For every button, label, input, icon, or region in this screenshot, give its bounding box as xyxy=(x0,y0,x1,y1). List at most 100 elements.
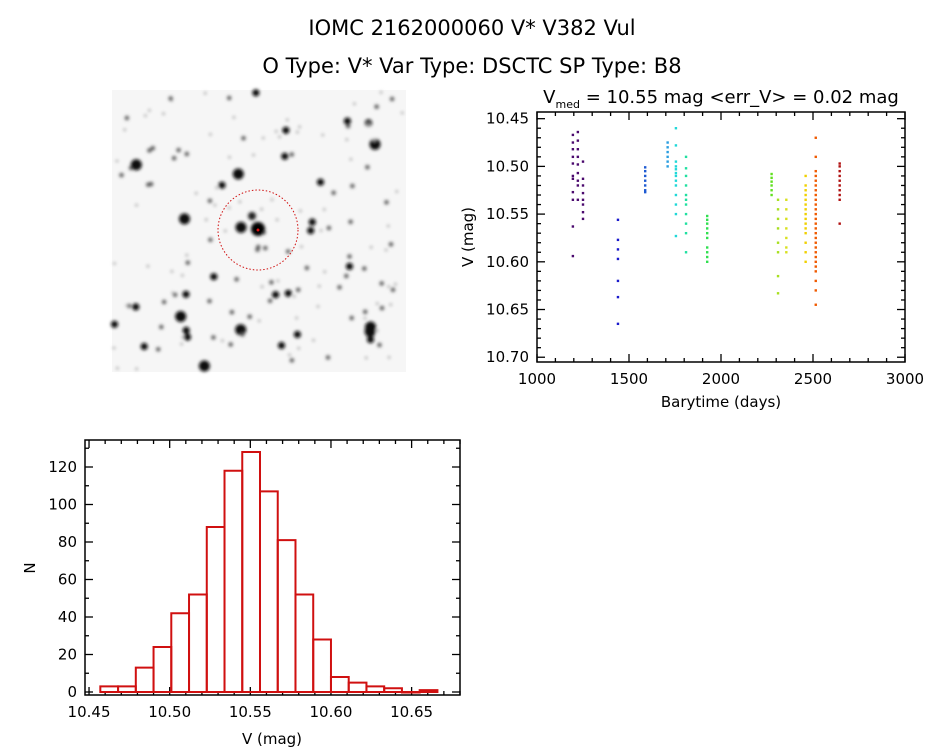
data-point xyxy=(571,177,575,180)
star xyxy=(161,299,167,305)
star xyxy=(159,324,164,330)
data-point xyxy=(776,227,780,230)
data-point xyxy=(814,241,817,244)
star xyxy=(375,302,379,305)
data-point xyxy=(804,174,807,178)
star xyxy=(365,165,370,170)
figure-subtitle: O Type: V* Var Type: DSCTC SP Type: B8 xyxy=(262,54,682,78)
data-point xyxy=(814,208,817,211)
star xyxy=(319,229,323,232)
data-point xyxy=(674,179,678,182)
star xyxy=(223,229,227,233)
star xyxy=(180,342,184,346)
star xyxy=(326,225,332,231)
data-point xyxy=(616,248,620,251)
star xyxy=(261,136,265,140)
star xyxy=(331,190,336,195)
star xyxy=(170,270,174,273)
data-point xyxy=(838,165,841,168)
star xyxy=(215,186,219,190)
star xyxy=(389,96,395,102)
data-point xyxy=(776,241,780,244)
star xyxy=(269,280,274,285)
star xyxy=(285,118,289,122)
data-point xyxy=(804,227,807,230)
histogram-bar xyxy=(152,646,173,693)
data-point xyxy=(814,184,817,187)
data-point xyxy=(643,184,647,187)
star xyxy=(400,111,404,115)
star xyxy=(297,346,301,350)
data-point xyxy=(814,251,817,254)
star xyxy=(363,309,368,314)
star xyxy=(316,178,325,186)
histogram-bar xyxy=(223,469,244,693)
star xyxy=(278,135,281,139)
star xyxy=(270,198,274,202)
star xyxy=(312,338,315,342)
star xyxy=(132,303,140,311)
data-point xyxy=(666,165,669,168)
data-point xyxy=(785,208,788,211)
y-tick-label: 60 xyxy=(58,571,77,589)
star xyxy=(171,156,177,161)
data-point xyxy=(814,174,817,178)
data-point xyxy=(814,222,817,225)
star xyxy=(207,198,213,203)
star xyxy=(140,342,148,351)
data-point xyxy=(776,251,780,254)
histogram-xlabel: V (mag) xyxy=(242,730,302,747)
star xyxy=(274,130,278,133)
y-tick-label: 40 xyxy=(58,608,77,626)
data-point xyxy=(814,270,817,273)
data-point xyxy=(576,171,580,175)
data-point xyxy=(581,184,585,187)
data-point xyxy=(770,180,773,183)
star xyxy=(146,264,150,268)
data-point xyxy=(776,292,780,295)
figure-title: IOMC 2162000060 V* V382 Vul xyxy=(308,16,636,40)
target-circle xyxy=(217,189,299,271)
data-point xyxy=(684,167,688,170)
star xyxy=(379,91,383,94)
star xyxy=(300,245,303,249)
data-point xyxy=(814,279,817,283)
star xyxy=(272,291,280,299)
star xyxy=(277,341,286,350)
star xyxy=(345,262,354,270)
star xyxy=(144,114,147,117)
star xyxy=(176,147,181,153)
data-point xyxy=(576,130,580,134)
star xyxy=(349,315,354,321)
star xyxy=(228,342,233,347)
data-point xyxy=(571,190,575,194)
data-point xyxy=(838,193,841,197)
star xyxy=(213,203,217,207)
data-point xyxy=(706,218,709,222)
star xyxy=(184,151,189,157)
star xyxy=(221,339,224,342)
data-point xyxy=(684,231,688,235)
star xyxy=(248,212,256,220)
star xyxy=(350,183,355,189)
data-point xyxy=(616,218,620,222)
star xyxy=(218,181,226,189)
y-tick-label: 0 xyxy=(67,683,77,701)
star xyxy=(198,360,210,372)
star xyxy=(365,321,376,333)
light-curve-ylabel: V (mag) xyxy=(459,207,477,267)
star xyxy=(353,102,356,106)
histogram-bar xyxy=(400,691,421,694)
data-point xyxy=(804,208,807,211)
histogram-bar xyxy=(188,593,208,693)
star xyxy=(275,218,279,222)
data-point xyxy=(838,162,841,165)
data-point xyxy=(684,198,688,201)
star xyxy=(112,346,116,350)
x-tick-label: 1000 xyxy=(518,370,556,388)
data-point xyxy=(785,227,788,230)
star xyxy=(232,116,236,119)
data-point xyxy=(804,184,807,187)
data-point xyxy=(770,172,773,176)
